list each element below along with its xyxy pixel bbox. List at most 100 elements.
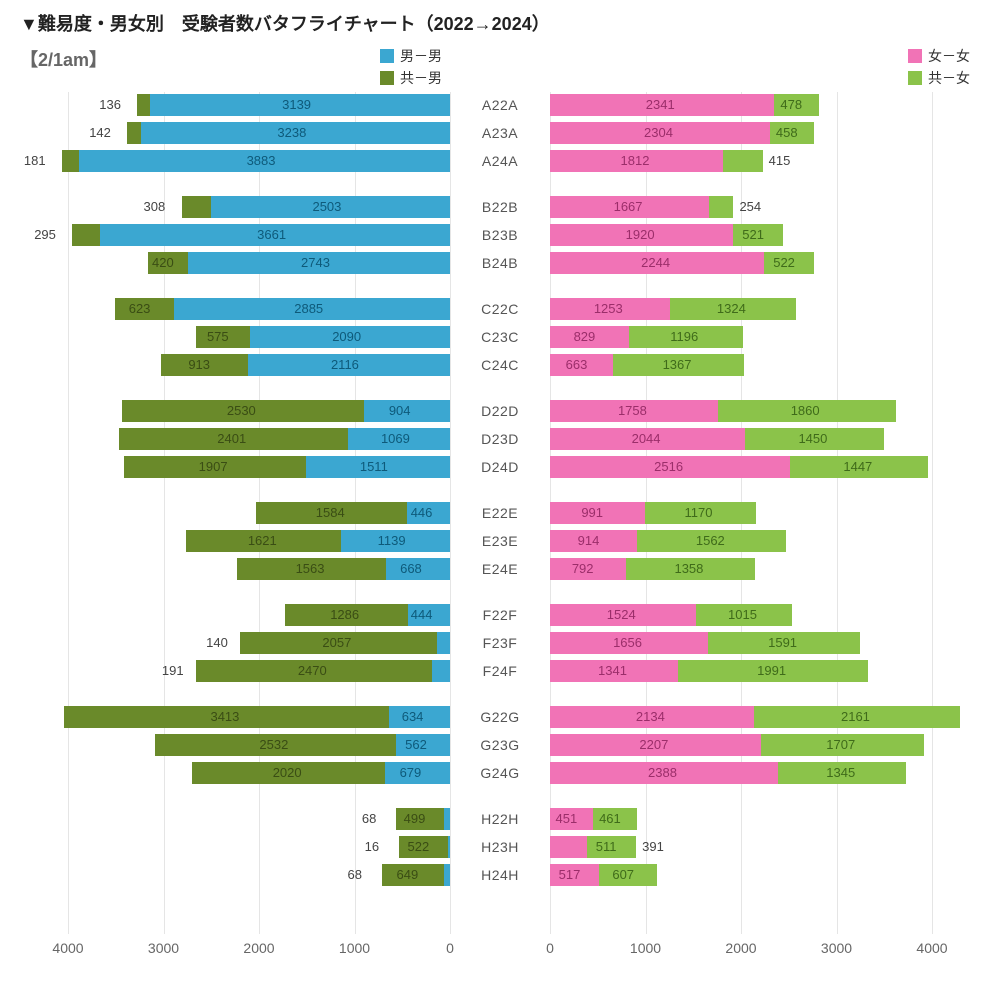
table-row: C24C21169136631367 bbox=[20, 352, 980, 378]
axis-tick: 2000 bbox=[725, 934, 756, 962]
value-label: 2057 bbox=[322, 632, 351, 654]
swatch-icon bbox=[908, 71, 922, 85]
value-label: 2532 bbox=[259, 734, 288, 756]
axis-tick: 1000 bbox=[339, 934, 370, 962]
value-label: 191 bbox=[162, 660, 184, 682]
table-row: C23C 2090 575 829 1196 bbox=[20, 324, 980, 350]
value-label: 1196 bbox=[670, 326, 698, 348]
table-row: D23D1069240120441450 bbox=[20, 426, 980, 452]
value-label: 1069 bbox=[381, 428, 410, 450]
table-row: E24E66815637921358 bbox=[20, 556, 980, 582]
value-label: 254 bbox=[739, 196, 761, 218]
value-label: 458 bbox=[776, 122, 798, 144]
bar-male-male bbox=[432, 660, 450, 682]
value-label: 1286 bbox=[330, 604, 359, 626]
value-label: 1524 bbox=[607, 604, 636, 626]
value-label: 3883 bbox=[247, 150, 276, 172]
value-label: 1170 bbox=[685, 502, 713, 524]
swatch-icon bbox=[380, 49, 394, 63]
value-label: 663 bbox=[566, 354, 588, 376]
bar-coed-male bbox=[182, 196, 211, 218]
value-label: 2161 bbox=[841, 706, 870, 728]
value-label: 446 bbox=[411, 502, 433, 524]
value-label: 679 bbox=[400, 762, 422, 784]
page-title: ▼難易度・男女別 受験者数バタフライチャート（2022→2024） bbox=[20, 10, 980, 36]
legend-item-male-male: 男－男 bbox=[380, 46, 442, 66]
value-label: 2044 bbox=[632, 428, 661, 450]
table-row: B23B36612951920521 bbox=[20, 222, 980, 248]
axis-tick: 0 bbox=[446, 934, 454, 962]
value-label: 308 bbox=[144, 196, 166, 218]
category-label: D22D bbox=[450, 398, 550, 424]
value-label: 2885 bbox=[294, 298, 323, 320]
value-label: 2134 bbox=[636, 706, 665, 728]
value-label: 1667 bbox=[614, 196, 643, 218]
category-label: E24E bbox=[450, 556, 550, 582]
value-label: 1562 bbox=[696, 530, 725, 552]
value-label: 521 bbox=[742, 224, 764, 246]
value-label: 68 bbox=[348, 864, 362, 886]
value-label: 829 bbox=[574, 326, 596, 348]
value-label: 1341 bbox=[598, 660, 627, 682]
table-row: B22B25033081667254 bbox=[20, 194, 980, 220]
category-label: H24H bbox=[450, 862, 550, 888]
value-label: 1812 bbox=[621, 150, 650, 172]
table-row: F24F191247013411991 bbox=[20, 658, 980, 684]
legend-item-coed-female: 共－女 bbox=[908, 68, 970, 88]
category-label: C22C bbox=[450, 296, 550, 322]
value-label: 511 bbox=[596, 836, 617, 858]
bar-male-male bbox=[444, 808, 450, 830]
value-label: 2516 bbox=[654, 456, 683, 478]
value-label: 1563 bbox=[296, 558, 325, 580]
value-label: 1450 bbox=[798, 428, 827, 450]
axis-tick: 3000 bbox=[821, 934, 852, 962]
value-label: 1367 bbox=[663, 354, 692, 376]
value-label: 2090 bbox=[332, 326, 361, 348]
value-label: 792 bbox=[572, 558, 594, 580]
value-label: 3238 bbox=[277, 122, 306, 144]
table-row: A24A38831811812415 bbox=[20, 148, 980, 174]
category-label: A24A bbox=[450, 148, 550, 174]
value-label: 991 bbox=[581, 502, 603, 524]
value-label: 649 bbox=[397, 864, 419, 886]
value-label: 1345 bbox=[826, 762, 855, 784]
category-label: C23C bbox=[450, 324, 550, 350]
category-label: A23A bbox=[450, 120, 550, 146]
value-label: 562 bbox=[405, 734, 427, 756]
category-label: C24C bbox=[450, 352, 550, 378]
value-label: 1447 bbox=[843, 456, 872, 478]
value-label: 634 bbox=[402, 706, 424, 728]
value-label: 2530 bbox=[227, 400, 256, 422]
value-label: 1324 bbox=[717, 298, 746, 320]
value-label: 1511 bbox=[360, 456, 388, 478]
value-label: 140 bbox=[206, 632, 228, 654]
value-label: 522 bbox=[408, 836, 430, 858]
value-label: 2116 bbox=[331, 354, 359, 376]
table-row: D22D904253017581860 bbox=[20, 398, 980, 424]
value-label: 444 bbox=[411, 604, 433, 626]
value-label: 2020 bbox=[273, 762, 302, 784]
legend-item-female-female: 女－女 bbox=[908, 46, 970, 66]
category-label: F22F bbox=[450, 602, 550, 628]
value-label: 478 bbox=[780, 94, 802, 116]
value-label: 142 bbox=[89, 122, 111, 144]
value-label: 2388 bbox=[648, 762, 677, 784]
category-label: E23E bbox=[450, 528, 550, 554]
category-label: G24G bbox=[450, 760, 550, 786]
axis-tick: 4000 bbox=[52, 934, 83, 962]
table-row: D24D1511190725161447 bbox=[20, 454, 980, 480]
bar-male-male bbox=[448, 836, 450, 858]
category-label: E22E bbox=[450, 500, 550, 526]
bar-coed-male bbox=[72, 224, 100, 246]
legend-label: 男－男 bbox=[400, 46, 442, 66]
table-row: G24G 679 2020 2388 1345 bbox=[20, 760, 980, 786]
axis-tick: 0 bbox=[546, 934, 554, 962]
value-label: 499 bbox=[404, 808, 426, 830]
swatch-icon bbox=[908, 49, 922, 63]
legend-label: 共－女 bbox=[928, 68, 970, 88]
value-label: 575 bbox=[207, 326, 229, 348]
table-row: E22E44615849911170 bbox=[20, 500, 980, 526]
table-row: H23H16522391511 bbox=[20, 834, 980, 860]
bar-coed-male bbox=[137, 94, 150, 116]
value-label: 1621 bbox=[248, 530, 277, 552]
